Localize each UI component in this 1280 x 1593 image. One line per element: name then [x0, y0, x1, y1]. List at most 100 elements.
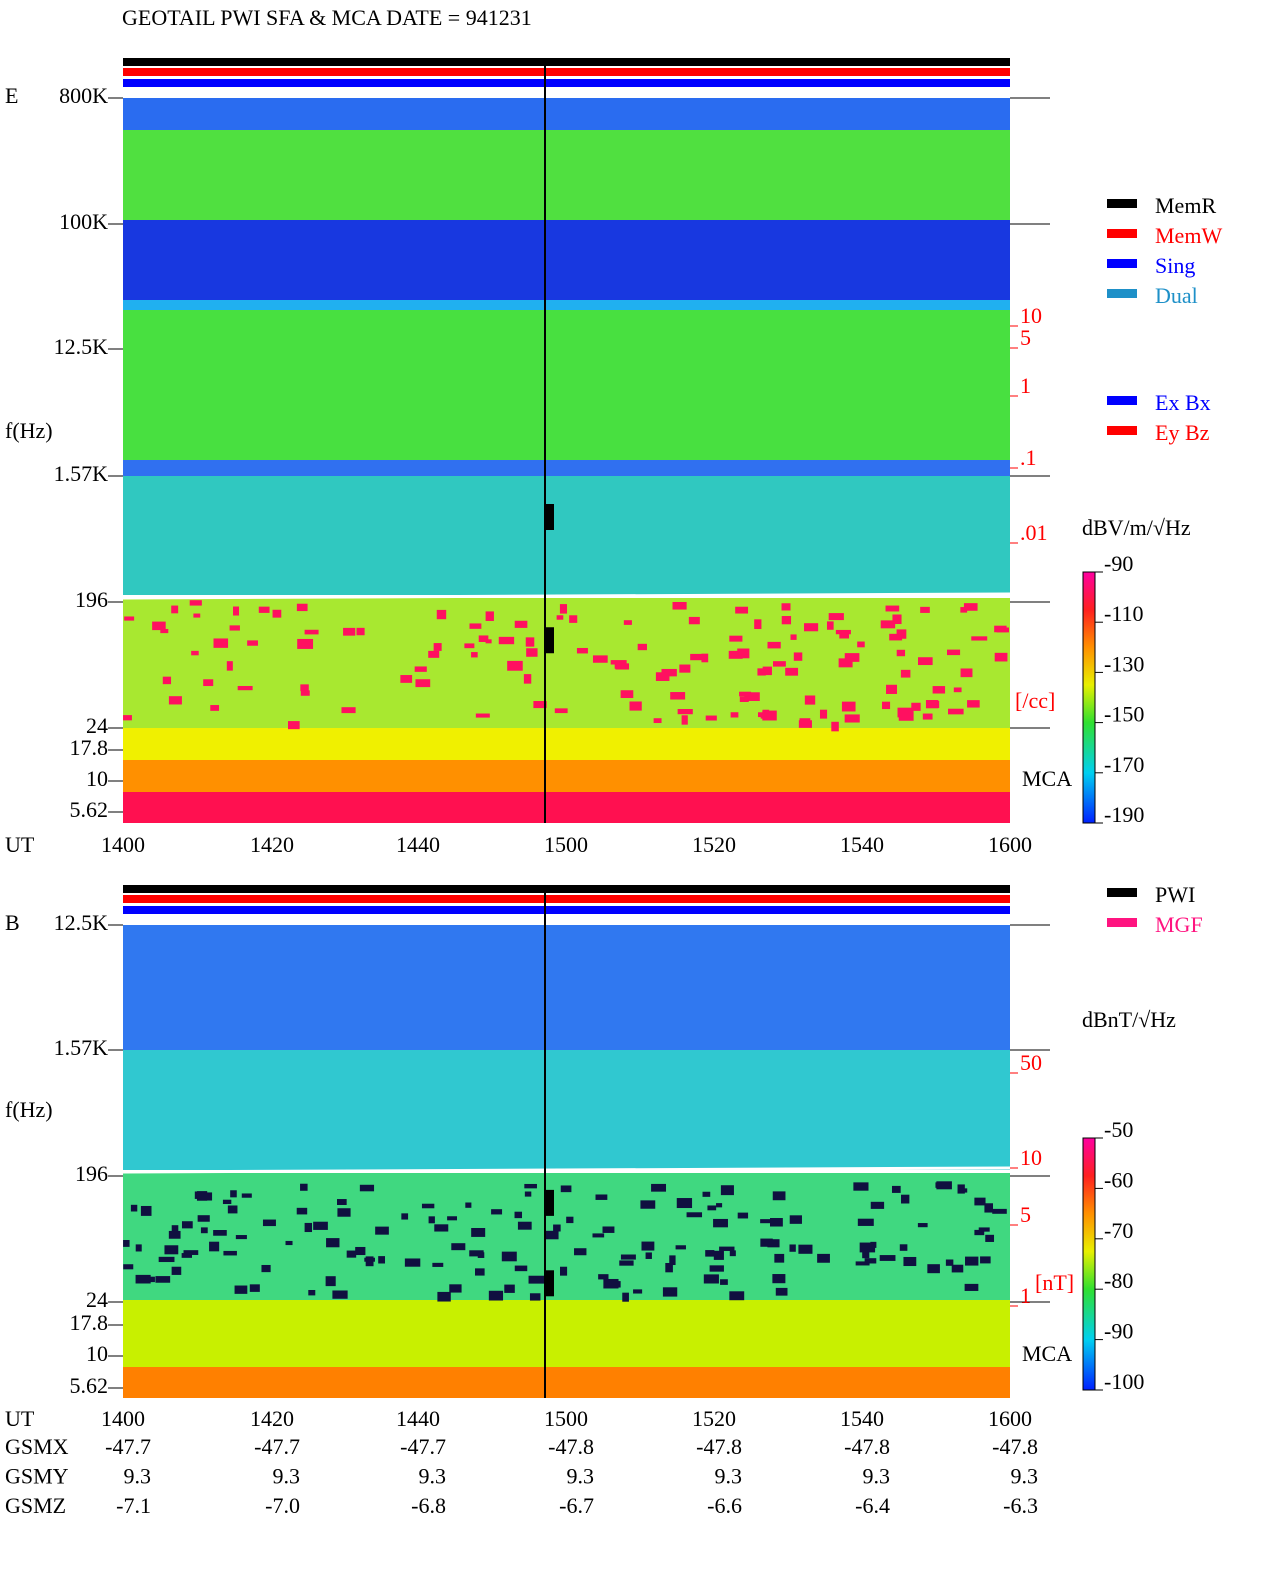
spectrogram-speck	[686, 1212, 703, 1218]
spectrogram-speck	[488, 1290, 504, 1301]
spectrogram-speck	[901, 1194, 910, 1204]
spectrogram-speck	[227, 1205, 238, 1214]
spectrogram-speck	[817, 1253, 830, 1263]
spectrogram-speck	[899, 1244, 908, 1251]
spectrogram-band	[123, 98, 1010, 130]
colorbar-tick-label: -130	[1104, 651, 1144, 676]
spectrogram-speck	[525, 637, 535, 647]
time-tick: 1440	[396, 1406, 440, 1431]
freq-label: 24	[86, 713, 108, 738]
spectrogram-speck	[900, 669, 911, 678]
spectrogram-speck	[945, 1259, 954, 1266]
spectrogram-speck	[203, 679, 214, 687]
spectrogram-speck	[209, 1241, 220, 1252]
spectrogram-speck	[603, 1278, 619, 1289]
spectrogram-band	[123, 476, 1010, 595]
spectrogram-speck	[965, 1256, 979, 1266]
spectrogram-speck	[623, 620, 632, 625]
legend-label: Sing	[1155, 253, 1195, 278]
spectrogram-speck	[885, 605, 900, 612]
spectrogram-speck	[168, 696, 182, 705]
spectrogram-speck	[152, 621, 166, 631]
orbit-value: -6.4	[855, 1493, 890, 1518]
spectrogram-speck	[574, 1248, 587, 1256]
spectrogram-speck	[524, 1191, 532, 1197]
spectrogram-speck	[690, 653, 702, 661]
spectrogram-speck	[556, 615, 564, 620]
time-tick: 1520	[692, 832, 736, 857]
spectrogram-speck	[230, 1190, 237, 1198]
spectrogram-speck	[637, 643, 647, 651]
spectrogram-speck	[641, 1241, 655, 1251]
spectrogram-speck	[781, 616, 792, 625]
spectrogram-speck	[672, 601, 687, 610]
data-marker	[545, 504, 554, 530]
spectrogram-speck	[960, 668, 973, 678]
legend-swatch	[1107, 888, 1137, 897]
spectrogram-speck	[804, 623, 819, 632]
freq-label: 1.57K	[54, 1035, 109, 1060]
spectrogram-speck	[775, 1287, 788, 1296]
colorbar	[1082, 1137, 1096, 1391]
spectrogram-speck	[485, 639, 492, 644]
spectrogram-speck	[464, 643, 475, 649]
freq-label: 17.8	[70, 735, 109, 760]
spectrogram-speck	[744, 692, 760, 701]
colorbar-unit: dBV/m/√Hz	[1082, 515, 1191, 540]
spectrogram-speck	[864, 1258, 877, 1264]
spectrogram-speck	[560, 1185, 572, 1193]
spectrogram-speck	[737, 1212, 749, 1219]
spectrogram-speck	[957, 1184, 965, 1194]
spectrogram-speck	[839, 630, 850, 639]
freq-label: 12.5K	[54, 334, 109, 359]
spectrogram-speck	[365, 1256, 374, 1267]
spectrogram-speck	[760, 713, 776, 719]
spectrogram-speck	[681, 715, 688, 725]
colorbar-tick-label: -90	[1104, 551, 1133, 576]
density-unit: [/cc]	[1015, 688, 1055, 713]
spectrogram-speck	[528, 1275, 545, 1284]
spectrogram-speck	[620, 1254, 636, 1260]
spectrogram-speck	[249, 1284, 260, 1292]
orbit-value: 9.3	[273, 1464, 301, 1489]
spectrogram-speck	[343, 627, 356, 636]
colorbar-tick-label: -90	[1104, 1319, 1133, 1344]
colorbar-unit: dBnT/√Hz	[1082, 1007, 1176, 1032]
spectrogram-speck	[300, 690, 310, 696]
spectrogram-speck	[123, 1264, 134, 1270]
spectrogram-speck	[507, 660, 523, 671]
spectrogram-speck	[767, 641, 781, 649]
spectrogram-speck	[191, 650, 199, 656]
spectrogram-speck	[485, 611, 494, 621]
colorbar-tick-label: -110	[1104, 601, 1144, 626]
spectrogram-speck	[619, 1260, 634, 1266]
spectrogram-speck	[162, 676, 172, 685]
spectrogram-speck	[917, 657, 933, 666]
density-label: .01	[1020, 520, 1048, 545]
spectrogram-speck	[181, 1253, 192, 1258]
spectrogram-speck	[838, 658, 853, 668]
spectrogram-band	[123, 1173, 1010, 1300]
spectrogram-speck	[994, 652, 1008, 662]
spectrogram-speck	[629, 701, 642, 711]
spectrogram-speck	[559, 604, 568, 614]
spectrogram-speck	[210, 705, 220, 711]
spectrogram-speck	[739, 696, 749, 702]
time-tick: 1420	[250, 832, 294, 857]
spectrogram-speck	[720, 1279, 728, 1285]
spectrogram-speck	[615, 663, 630, 670]
spectrogram-speck	[576, 647, 588, 654]
spectrogram-speck	[308, 1289, 316, 1296]
spectrogram-speck	[980, 1256, 991, 1264]
status-bar	[123, 895, 1010, 903]
density-label: .1	[1020, 445, 1037, 470]
spectrogram-speck	[662, 1287, 678, 1297]
spectrogram-speck	[356, 627, 365, 636]
spectrogram-speck	[964, 1283, 979, 1291]
orbit-value: 9.3	[863, 1464, 891, 1489]
spectrogram-speck	[705, 715, 717, 721]
spectrogram-speck	[337, 1208, 351, 1217]
data-marker	[545, 627, 554, 654]
status-bar	[123, 906, 1010, 914]
